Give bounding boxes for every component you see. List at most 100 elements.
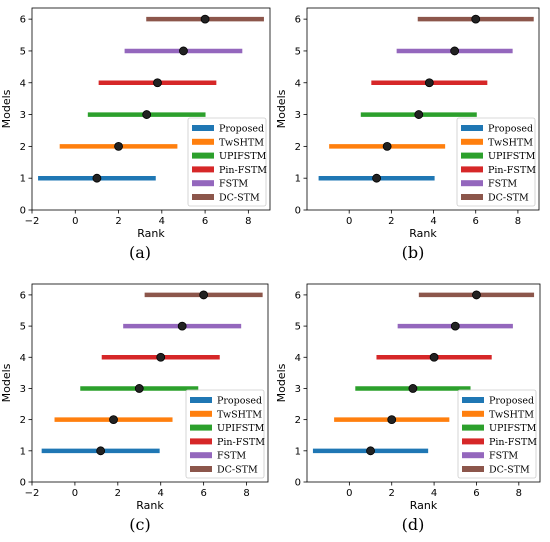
- legend-swatch: [192, 194, 214, 200]
- chart-panel-4: 0 2 4 6 8 0 1 2 3 4 5 6 Rank Models Proposed TwSHTM UPIF…: [275, 283, 541, 534]
- chart-panel-2: 0 2 4 6 8 0 1 2 3 4 5 6 Rank Models Proposed TwSHTM UPIF…: [275, 7, 540, 262]
- x-tick-label: 8: [245, 216, 251, 227]
- y-tick-label: 0: [295, 206, 301, 217]
- mean-rank-marker: [134, 384, 144, 393]
- mean-rank-marker: [177, 321, 187, 331]
- x-tick-label: 0: [72, 488, 78, 499]
- plot-frame: [306, 7, 540, 211]
- y-tick-label: 3: [295, 384, 301, 395]
- legend-label: UPIFSTM: [489, 423, 537, 434]
- x-tick-label: 2: [389, 488, 395, 499]
- y-tick-label: 3: [20, 384, 26, 395]
- x-axis-label: Rank: [136, 499, 164, 512]
- legend-swatch: [190, 466, 212, 472]
- legend-label: UPIFSTM: [219, 151, 267, 162]
- panel-caption: (b): [402, 243, 425, 262]
- y-tick-label: 4: [295, 78, 301, 89]
- x-tick-label: −2: [25, 216, 40, 227]
- legend-label: Proposed: [219, 124, 264, 135]
- y-tick-label: 1: [20, 174, 26, 185]
- y-axis-label: Models: [0, 89, 13, 128]
- y-tick-label: 1: [20, 446, 26, 457]
- legend-swatch: [192, 125, 214, 131]
- y-tick-label: 5: [295, 46, 301, 57]
- mean-rank-marker: [179, 46, 188, 56]
- x-tick-label: −2: [25, 488, 40, 499]
- x-tick-label: 6: [473, 488, 479, 499]
- mean-rank-marker: [199, 290, 209, 300]
- legend-swatch: [461, 138, 483, 145]
- y-axis-label: Models: [0, 363, 13, 402]
- legend-label: UPIFSTM: [217, 423, 265, 434]
- x-tick-label: 8: [516, 488, 522, 499]
- mean-rank-marker: [387, 415, 397, 425]
- legend-swatch: [461, 152, 483, 159]
- legend-label: Pin-FSTM: [217, 437, 265, 448]
- y-tick-label: 0: [20, 478, 26, 489]
- x-tick-label: 0: [346, 488, 352, 499]
- y-tick-label: 5: [20, 322, 26, 333]
- legend-label: FSTM: [217, 451, 246, 462]
- legend-label: FSTM: [488, 179, 517, 190]
- plot-frame: [306, 283, 541, 483]
- legend: Proposed TwSHTM UPIFSTM Pin-FSTM FSTM DC-STM: [456, 117, 536, 207]
- legend-swatch: [461, 125, 483, 131]
- mean-rank-marker: [450, 321, 460, 331]
- x-tick-label: 6: [473, 216, 479, 227]
- legend-swatch: [192, 180, 214, 187]
- legend-label: DC-STM: [488, 193, 529, 204]
- mean-rank-marker: [424, 78, 434, 88]
- legend-label: DC-STM: [217, 465, 258, 476]
- legend-label: TwSHTM: [489, 409, 534, 420]
- legend: Proposed TwSHTM UPIFSTM Pin-FSTM FSTM DC-STM: [187, 117, 267, 207]
- legend-label: DC-STM: [219, 193, 260, 204]
- legend-swatch: [462, 410, 484, 417]
- panel-caption: (d): [402, 515, 425, 534]
- mean-rank-marker: [96, 446, 106, 456]
- y-tick-label: 3: [295, 110, 301, 121]
- legend-label: Proposed: [217, 396, 262, 407]
- plot-frame: [31, 7, 271, 211]
- y-tick-label: 4: [20, 353, 26, 364]
- mean-rank-marker: [153, 78, 162, 88]
- legend-swatch: [190, 438, 212, 445]
- legend-swatch: [190, 397, 212, 403]
- mean-rank-marker: [109, 415, 118, 425]
- y-tick-label: 2: [20, 142, 26, 153]
- legend-swatch: [190, 410, 212, 417]
- legend-label: FSTM: [489, 451, 518, 462]
- y-tick-label: 2: [20, 415, 26, 426]
- mean-rank-marker: [156, 352, 166, 362]
- plot-frame: [31, 283, 269, 483]
- mean-rank-marker: [450, 46, 460, 56]
- x-tick-label: 2: [388, 216, 394, 227]
- legend-label: Pin-FSTM: [489, 437, 537, 448]
- legend: Proposed TwSHTM UPIFSTM Pin-FSTM FSTM DC-STM: [185, 389, 265, 479]
- mean-rank-marker: [471, 14, 481, 24]
- x-tick-label: 4: [431, 488, 437, 499]
- x-tick-label: 8: [515, 216, 521, 227]
- mean-rank-marker: [414, 110, 424, 119]
- x-axis-label: Rank: [137, 227, 165, 240]
- y-tick-label: 0: [20, 206, 26, 217]
- mean-rank-marker: [382, 141, 392, 151]
- legend-swatch: [462, 397, 484, 403]
- mean-rank-marker: [429, 352, 439, 362]
- y-axis-label: Models: [275, 89, 288, 128]
- mean-rank-marker: [472, 290, 481, 300]
- y-tick-label: 1: [295, 446, 301, 457]
- mean-rank-marker: [200, 14, 210, 24]
- x-axis-label: Rank: [409, 227, 437, 240]
- y-tick-label: 6: [295, 15, 301, 26]
- mean-rank-marker: [408, 384, 418, 393]
- y-tick-label: 5: [295, 322, 301, 333]
- y-tick-label: 0: [295, 478, 301, 489]
- legend-label: FSTM: [219, 179, 248, 190]
- panel-caption: (c): [129, 515, 150, 534]
- legend-label: DC-STM: [489, 465, 530, 476]
- panel-caption: (a): [129, 243, 151, 262]
- legend-label: Proposed: [489, 396, 534, 407]
- x-tick-label: 0: [346, 216, 352, 227]
- y-tick-label: 1: [295, 174, 301, 185]
